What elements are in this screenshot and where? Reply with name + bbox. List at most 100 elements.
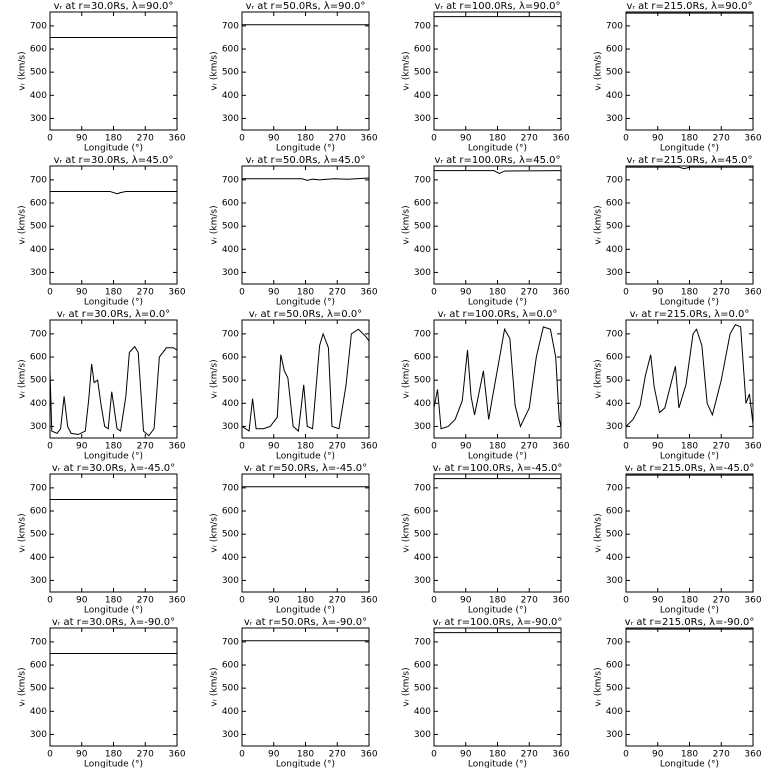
y-tick-label: 600 [606,199,623,209]
plot-frame [625,627,754,747]
x-tick-label: 270 [329,442,346,452]
y-tick-label: 700 [222,329,239,339]
y-tick-label: 300 [414,114,431,124]
y-axis-label: vᵣ (km/s) [210,667,220,706]
y-tick-label: 400 [606,707,623,717]
y-tick-label: 400 [30,245,47,255]
y-tick-label: 600 [414,507,431,517]
x-tick-label: 0 [239,288,245,298]
y-tick-label: 400 [30,707,47,717]
plot-frame [433,473,562,593]
y-tick-label: 400 [222,707,239,717]
plot-frame [49,627,178,747]
x-tick-label: 360 [168,596,185,606]
plot-frame [49,165,178,285]
plot-area [242,328,369,433]
x-tick-label: 90 [268,442,280,452]
plot-area [50,345,177,437]
chart-title: vᵣ at r=215.0Rs, λ=0.0° [630,309,750,320]
x-tick-label: 360 [360,750,377,760]
y-tick-label: 700 [30,329,47,339]
y-tick-label: 700 [606,21,623,31]
x-tick-label: 360 [360,288,377,298]
x-tick-label: 270 [329,134,346,144]
x-axis-label: Longitude (°) [84,606,143,616]
y-tick-label: 300 [222,422,239,432]
x-tick-label: 270 [329,750,346,760]
y-tick-label: 500 [30,376,47,386]
x-tick-label: 0 [623,750,629,760]
x-axis-label: Longitude (°) [468,606,527,616]
x-tick-label: 270 [521,288,538,298]
y-axis-label: vᵣ (km/s) [210,51,220,90]
x-tick-label: 360 [744,134,761,144]
x-tick-label: 180 [297,288,314,298]
x-tick-label: 180 [681,750,698,760]
x-tick-label: 270 [521,134,538,144]
x-axis-label: Longitude (°) [660,760,719,768]
chart-title: vᵣ at r=30.0Rs, λ=0.0° [57,309,170,320]
x-tick-label: 90 [268,596,280,606]
y-axis-label: vᵣ (km/s) [594,359,604,398]
plot-area [434,170,561,174]
y-tick-label: 400 [222,399,239,409]
chart-panel: vᵣ at r=50.0Rs, λ=90.0° 0 90 180 270 360 300 40… [210,1,378,154]
chart-panel: vᵣ at r=50.0Rs, λ=45.0° 0 90 180 270 360 300 40… [210,155,378,308]
x-axis-label: Longitude (°) [276,144,335,154]
y-tick-label: 700 [606,329,623,339]
y-tick-label: 500 [606,68,623,78]
x-tick-label: 360 [552,442,569,452]
y-tick-label: 300 [30,422,47,432]
plot-area [434,326,561,430]
x-tick-label: 270 [137,596,154,606]
y-axis-label: vᵣ (km/s) [210,513,220,552]
y-tick-label: 400 [222,245,239,255]
data-line [434,326,561,430]
x-tick-label: 90 [652,596,664,606]
y-tick-label: 700 [222,21,239,31]
chart-title: vᵣ at r=215.0Rs, λ=-45.0° [625,463,755,474]
y-tick-label: 600 [30,661,47,671]
x-tick-label: 360 [552,750,569,760]
y-axis-label: vᵣ (km/s) [18,205,28,244]
plot-frame [49,473,178,593]
y-tick-label: 300 [414,730,431,740]
x-tick-label: 180 [105,134,122,144]
y-tick-label: 700 [414,329,431,339]
x-tick-label: 180 [681,596,698,606]
data-line [434,170,561,174]
x-axis-label: Longitude (°) [660,298,719,308]
x-tick-label: 180 [489,596,506,606]
plot-area [50,190,177,195]
chart-title: vᵣ at r=215.0Rs, λ=-90.0° [625,617,755,628]
chart-panel: vᵣ at r=30.0Rs, λ=45.0° 0 90 180 270 360 300 40… [18,155,186,308]
x-tick-label: 90 [76,288,88,298]
data-line [242,328,369,433]
y-tick-label: 600 [414,199,431,209]
chart-panel: vᵣ at r=215.0Rs, λ=0.0° 0 90 180 270 360 300 40… [594,309,762,462]
x-tick-label: 360 [168,134,185,144]
x-axis-label: Longitude (°) [660,144,719,154]
y-tick-label: 500 [222,684,239,694]
x-tick-label: 360 [744,750,761,760]
y-tick-label: 500 [30,684,47,694]
x-axis-label: Longitude (°) [660,452,719,462]
x-tick-label: 90 [76,442,88,452]
data-line [626,166,753,170]
chart-panel: vᵣ at r=215.0Rs, λ=-45.0° 0 90 180 270 360 300… [594,463,762,616]
chart-title: vᵣ at r=30.0Rs, λ=-90.0° [52,617,175,628]
y-tick-label: 600 [30,353,47,363]
x-tick-label: 0 [431,134,437,144]
y-tick-label: 700 [414,483,431,493]
x-tick-label: 180 [105,288,122,298]
x-axis-label: Longitude (°) [84,760,143,768]
y-axis-label: vᵣ (km/s) [18,359,28,398]
y-tick-label: 700 [30,21,47,31]
plot-area [626,166,753,170]
chart-title: vᵣ at r=50.0Rs, λ=-45.0° [244,463,367,474]
x-tick-label: 90 [652,288,664,298]
x-axis-label: Longitude (°) [468,298,527,308]
y-tick-label: 400 [414,91,431,101]
x-tick-label: 270 [137,134,154,144]
